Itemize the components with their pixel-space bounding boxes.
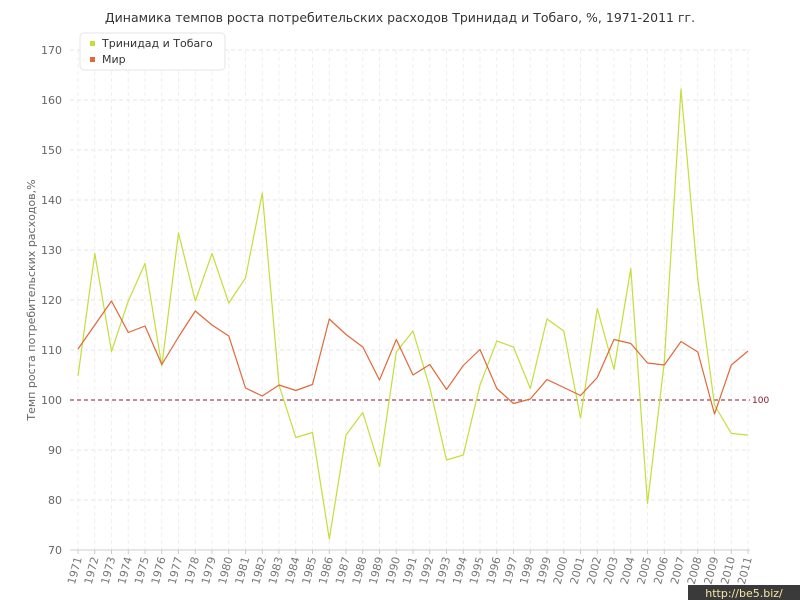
- y-tick-label: 70: [48, 544, 62, 557]
- watermark-text: http://be5.biz/: [705, 587, 783, 600]
- reference-line-label: 100: [752, 396, 769, 406]
- series-line-0: [77, 88, 749, 540]
- y-tick-label: 110: [41, 344, 62, 357]
- legend-label-0: Тринидад и Тобаго: [101, 37, 213, 50]
- legend-label-1: Мир: [102, 53, 126, 66]
- y-tick-label: 140: [41, 194, 62, 207]
- y-tick-label: 120: [41, 294, 62, 307]
- y-tick-label: 160: [41, 94, 62, 107]
- y-tick-label: 150: [41, 144, 62, 157]
- watermark: http://be5.biz/: [688, 585, 800, 600]
- y-tick-label: 100: [41, 394, 62, 407]
- series-lines: [77, 88, 749, 540]
- reference-line-group: 100: [70, 396, 769, 406]
- chart-title: Динамика темпов роста потребительских ра…: [105, 10, 695, 25]
- y-tick-label: 90: [48, 444, 62, 457]
- x-tick-label: 2011: [735, 555, 755, 585]
- y-tick-labels: 70 80 90 100 110 120 130 140 150 160 170: [41, 44, 62, 557]
- y-tick-label: 130: [41, 244, 62, 257]
- watermark-background: [688, 585, 800, 600]
- x-tick-labels: 1971197219731974197519761977197819791980…: [65, 550, 755, 586]
- y-tick-label: 80: [48, 494, 62, 507]
- legend: Тринидад и Тобаго Мир: [79, 32, 226, 71]
- y-axis-label: Темп роста потребительских расходов,%: [25, 179, 38, 421]
- legend-swatch-1: [90, 57, 95, 62]
- legend-box: [79, 32, 226, 71]
- legend-swatch-0: [90, 41, 95, 46]
- y-tick-label: 170: [41, 44, 62, 57]
- grid: [70, 49, 750, 551]
- series-line-1: [77, 300, 749, 415]
